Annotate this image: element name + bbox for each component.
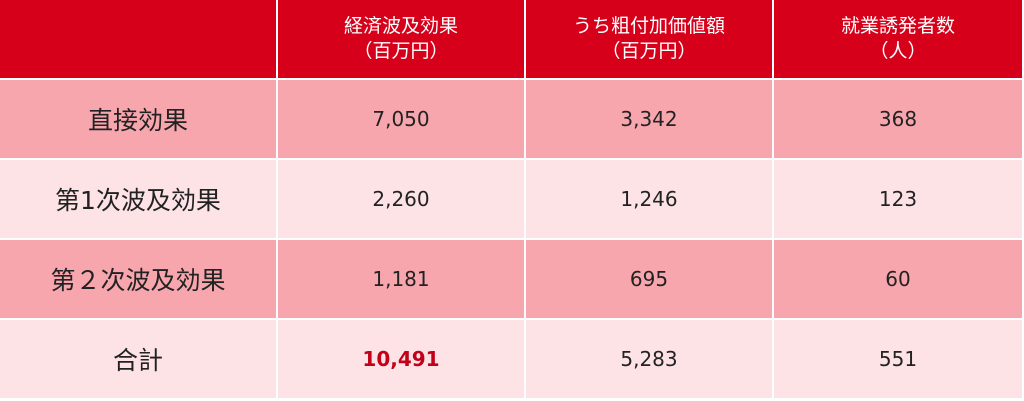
value-cell: 60 xyxy=(774,240,1022,318)
value-cell: 123 xyxy=(774,160,1022,238)
row-label: 第1次波及効果 xyxy=(0,160,276,238)
value-cell: 3,342 xyxy=(526,80,772,158)
value-cell: 1,181 xyxy=(278,240,524,318)
header-cell: うち粗付加価値額 （百万円） xyxy=(526,0,772,78)
header-unit: （人） xyxy=(869,40,927,62)
value-cell: 5,283 xyxy=(526,320,772,398)
header-text: うち粗付加価値額 xyxy=(572,15,725,37)
value-cell: 2,260 xyxy=(278,160,524,238)
header-unit: （百万円） xyxy=(353,40,449,62)
highlight-value-cell: 10,491 xyxy=(278,320,524,398)
value-cell: 368 xyxy=(774,80,1022,158)
header-cell: 経済波及効果 （百万円） xyxy=(278,0,524,78)
value-cell: 695 xyxy=(526,240,772,318)
row-label: 第２次波及効果 xyxy=(0,240,276,318)
row-label: 直接効果 xyxy=(0,80,276,158)
header-text: 就業誘発者数 xyxy=(840,15,955,37)
header-text: 経済波及効果 xyxy=(343,15,458,37)
header-corner xyxy=(0,0,276,78)
header-cell: 就業誘発者数 （人） xyxy=(774,0,1022,78)
header-unit: （百万円） xyxy=(601,40,697,62)
value-cell: 1,246 xyxy=(526,160,772,238)
value-cell: 7,050 xyxy=(278,80,524,158)
row-label: 合計 xyxy=(0,320,276,398)
value-cell: 551 xyxy=(774,320,1022,398)
